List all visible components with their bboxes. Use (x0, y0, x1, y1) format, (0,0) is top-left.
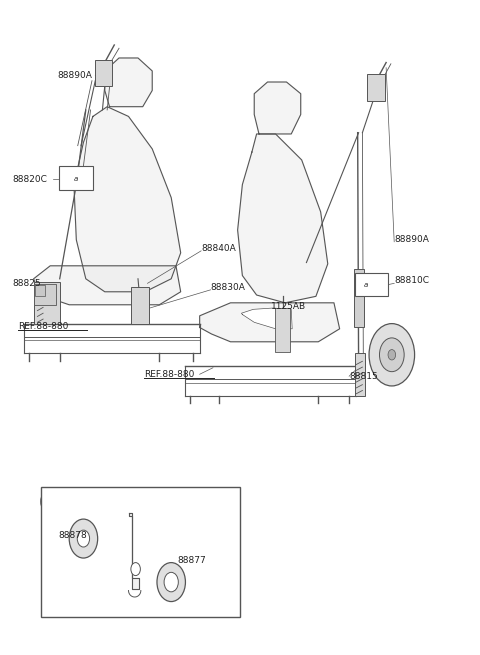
Bar (96, 60, 112, 86)
Text: 88825: 88825 (12, 279, 41, 288)
Text: REF.88-880: REF.88-880 (18, 322, 68, 331)
Circle shape (41, 490, 58, 514)
Bar (355, 354, 365, 396)
Text: a: a (47, 497, 51, 506)
Bar (367, 74, 385, 102)
Bar (354, 269, 364, 328)
Bar (41, 487, 240, 616)
Bar (34, 284, 56, 305)
Polygon shape (254, 82, 301, 134)
Circle shape (380, 338, 404, 371)
Circle shape (69, 169, 84, 190)
Polygon shape (241, 308, 292, 329)
Text: 88878: 88878 (59, 531, 87, 540)
Text: 1125AB: 1125AB (271, 302, 306, 311)
Text: 88815: 88815 (349, 371, 378, 381)
Text: 88890A: 88890A (394, 235, 429, 244)
Bar (355, 273, 388, 296)
Bar (35, 285, 45, 296)
Text: 88810C: 88810C (394, 276, 429, 285)
Circle shape (157, 563, 185, 601)
Polygon shape (34, 266, 180, 305)
Text: 88840A: 88840A (201, 244, 236, 253)
Polygon shape (74, 107, 180, 291)
Bar (59, 166, 93, 190)
Text: 88890A: 88890A (57, 71, 92, 80)
Bar (34, 282, 60, 324)
Text: 88830A: 88830A (211, 283, 245, 291)
Circle shape (69, 519, 97, 558)
Text: 88820C: 88820C (12, 175, 47, 184)
Bar (275, 308, 290, 352)
Bar (131, 287, 149, 324)
Circle shape (369, 324, 415, 386)
Text: REF.88-880: REF.88-880 (144, 370, 194, 379)
Polygon shape (238, 134, 328, 303)
Circle shape (358, 275, 373, 295)
Circle shape (77, 530, 90, 547)
Polygon shape (200, 303, 340, 342)
Text: a: a (364, 282, 368, 288)
Text: 88877: 88877 (178, 555, 206, 565)
Circle shape (131, 563, 140, 576)
Circle shape (388, 350, 396, 360)
Polygon shape (105, 58, 152, 107)
Circle shape (164, 572, 179, 592)
Text: a: a (74, 176, 78, 183)
Polygon shape (129, 513, 139, 589)
